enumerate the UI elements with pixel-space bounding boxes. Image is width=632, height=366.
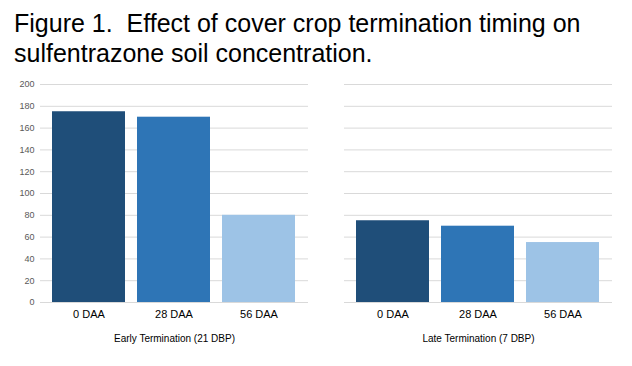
svg-text:120: 120 (19, 167, 34, 177)
svg-text:200: 200 (19, 79, 34, 89)
svg-text:28 DAA: 28 DAA (155, 308, 194, 320)
svg-text:0: 0 (29, 297, 34, 307)
svg-text:140: 140 (19, 145, 34, 155)
svg-text:56 DAA: 56 DAA (544, 308, 583, 320)
svg-text:80: 80 (24, 210, 34, 220)
svg-text:0 DAA: 0 DAA (73, 308, 105, 320)
html-text:Figure 1. Effect of cover crop: Figure 1. Effect of cover crop terminati… (14, 9, 588, 67)
svg-text:100: 100 (19, 188, 34, 198)
svg-text:60: 60 (24, 232, 34, 242)
svg-text:28 DAA: 28 DAA (459, 308, 498, 320)
svg-text:180: 180 (19, 101, 34, 111)
svg-text:0 DAA: 0 DAA (377, 308, 409, 320)
svg-text:Early Termination (21 DBP): Early Termination (21 DBP) (114, 333, 235, 344)
svg-text:56 DAA: 56 DAA (240, 308, 279, 320)
svg-text:Late Termination (7 DBP): Late Termination (7 DBP) (422, 333, 534, 344)
svg-text:160: 160 (19, 123, 34, 133)
svg-text:40: 40 (24, 254, 34, 264)
svg-text:20: 20 (24, 276, 34, 286)
